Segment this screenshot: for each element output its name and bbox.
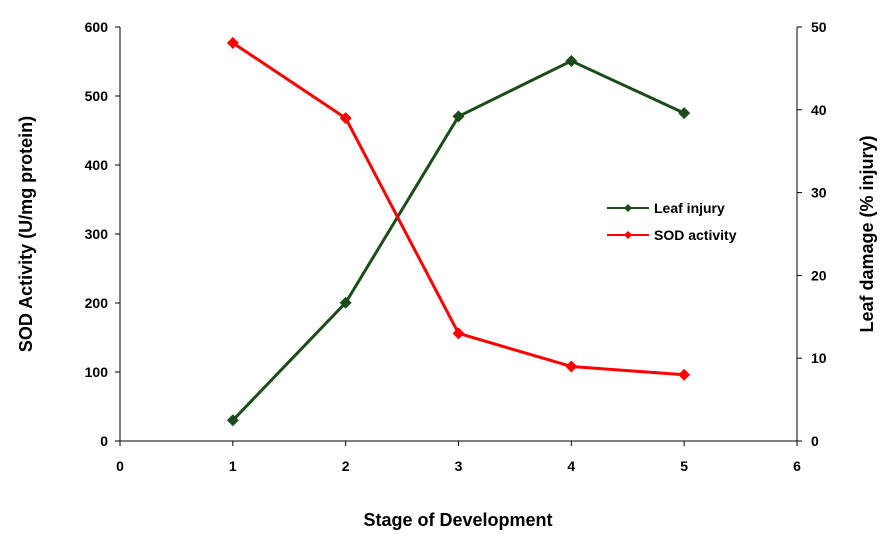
leaf-injury-point — [678, 107, 691, 120]
x-tick-label: 6 — [793, 458, 801, 474]
y-right-tick-label: 20 — [811, 267, 827, 283]
y-left-tick-label: 0 — [100, 433, 108, 449]
y-right-tick-label: 10 — [811, 350, 827, 366]
sod-activity-point — [339, 112, 352, 125]
legend: Leaf injury SOD activity — [607, 200, 737, 243]
x-tick-label: 0 — [116, 458, 124, 474]
x-tick-label: 2 — [342, 458, 350, 474]
leaf-injury-point — [452, 110, 465, 123]
legend-leaf-injury-marker — [624, 204, 632, 212]
legend-sod-activity-marker — [624, 231, 632, 239]
legend-sod-activity-label: SOD activity — [654, 227, 737, 243]
sod-activity-point — [452, 327, 465, 340]
y-left-axis-title: SOD Activity (U/mg protein) — [16, 116, 36, 352]
y-right-tick-label: 50 — [811, 19, 827, 35]
x-tick-label: 5 — [680, 458, 688, 474]
legend-leaf-injury-label: Leaf injury — [654, 200, 725, 216]
leaf-injury-point — [565, 54, 578, 67]
x-axis-title: Stage of Development — [363, 510, 552, 530]
y-left-tick-label: 600 — [85, 19, 109, 35]
y-right-tick-label: 30 — [811, 185, 827, 201]
series-lines — [226, 36, 691, 427]
y-right-tick-label: 0 — [811, 433, 819, 449]
x-tick-label: 4 — [567, 458, 575, 474]
y-left-tick-label: 200 — [85, 295, 109, 311]
x-tick-label: 1 — [229, 458, 237, 474]
leaf-injury-point — [339, 296, 352, 309]
leaf-injury-point — [226, 414, 239, 427]
y-right-tick-label: 40 — [811, 102, 827, 118]
y-left-tick-label: 500 — [85, 88, 109, 104]
sod-activity-point — [226, 36, 239, 49]
y-left-tick-label: 300 — [85, 226, 109, 242]
sod-activity-point — [565, 360, 578, 373]
x-tick-label: 3 — [455, 458, 463, 474]
sod-activity-point — [678, 368, 691, 381]
y-right-axis-title: Leaf damage (% injury) — [857, 135, 877, 332]
y-left-tick-label: 100 — [85, 364, 109, 380]
y-left-tick-label: 400 — [85, 157, 109, 173]
